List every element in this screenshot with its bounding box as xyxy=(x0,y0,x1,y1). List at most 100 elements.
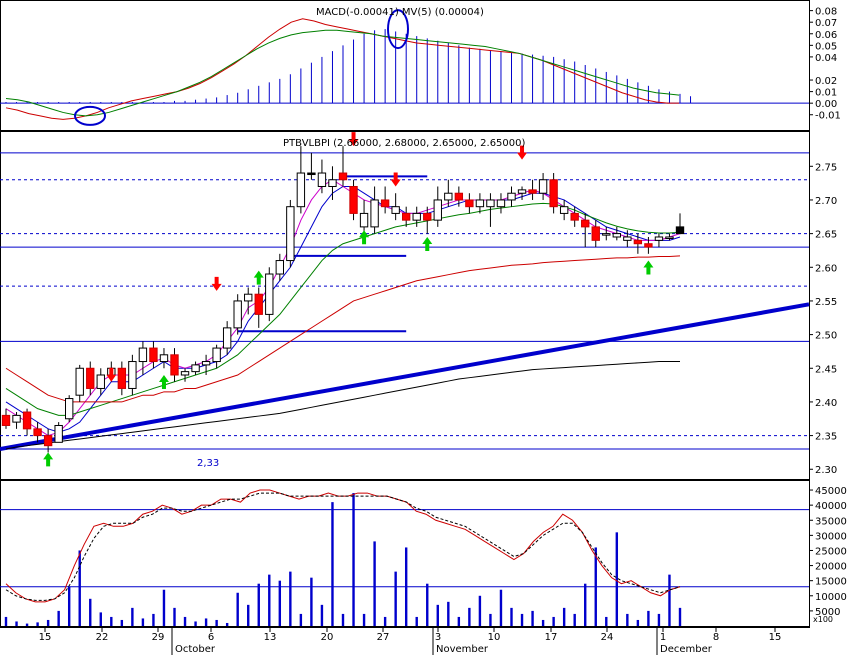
volume-unit-label: x100 xyxy=(813,615,833,624)
x-tick-label: 3 xyxy=(435,632,441,643)
price-y-tick-label: 2.75 xyxy=(815,162,837,173)
price-y-tick-label: 2.40 xyxy=(815,398,837,409)
volume-bar xyxy=(99,612,102,626)
x-tick-label: 1 xyxy=(660,632,666,643)
sell-arrow-icon xyxy=(390,172,401,187)
volume-y-tick-label: 35000 xyxy=(815,516,847,527)
volume-bar xyxy=(657,613,661,626)
macd-y-tick-label: 0.02 xyxy=(815,76,837,87)
price-y-tick-label: 2.65 xyxy=(815,230,837,241)
volume-bar xyxy=(183,616,187,626)
sell-arrow-icon xyxy=(517,145,528,160)
macd-layer: 0.080.070.060.050.04 0.020.010.00-0.01 xyxy=(0,7,841,126)
volume-y-tick-label: 25000 xyxy=(815,546,847,557)
candle-body xyxy=(623,236,632,241)
x-tick-label: 6 xyxy=(208,632,214,643)
volume-bar xyxy=(236,592,239,626)
candle-body xyxy=(244,293,253,302)
candle-body xyxy=(317,172,327,187)
volume-bar xyxy=(510,607,513,626)
volume-bar xyxy=(268,574,271,626)
candle-body xyxy=(423,212,432,221)
volume-bar xyxy=(447,601,450,626)
candle-body xyxy=(180,371,190,376)
x-tick-label: 29 xyxy=(152,632,165,643)
volume-bar xyxy=(478,595,482,626)
candle-body xyxy=(201,361,211,366)
candle-body xyxy=(612,233,621,238)
macd-y-tick-label: 0.08 xyxy=(815,7,837,18)
volume-bar xyxy=(194,621,197,626)
volume-bar xyxy=(257,583,260,626)
volume-bar xyxy=(394,571,397,626)
volume-y-tick-label: 15000 xyxy=(815,577,847,588)
volume-bar xyxy=(173,607,176,626)
price-trend-line xyxy=(0,302,810,452)
x-tick-label: 15 xyxy=(39,632,52,643)
candle-body xyxy=(54,424,63,443)
price-y-tick-label: 2.45 xyxy=(815,364,837,375)
volume-bar xyxy=(383,616,387,626)
volume-bar xyxy=(499,589,503,626)
price-y-tick-label: 2.30 xyxy=(815,465,837,476)
price-layer: 2.75 2.70 2.65 2.60 2.55 2.50 2.45 2.40 2.35 2.30 xyxy=(0,132,837,476)
volume-bar xyxy=(289,571,292,626)
volume-bar xyxy=(152,613,155,626)
volume-bar xyxy=(531,610,534,626)
buy-arrow-icon xyxy=(253,270,264,285)
volume-bar xyxy=(541,619,545,626)
candle-body xyxy=(86,367,95,389)
volume-bar xyxy=(131,607,134,626)
volume-y-tick-label: 10000 xyxy=(815,592,847,603)
macd-y-tick-label: 0.01 xyxy=(815,88,837,99)
candle-body xyxy=(559,206,569,214)
volume-bar xyxy=(489,613,492,626)
volume-bar xyxy=(436,604,439,626)
volume-bar xyxy=(552,616,555,626)
price-title: PTBVLBPI (2.66000, 2.68000, 2.65000, 2.6… xyxy=(283,138,526,149)
candle-body xyxy=(549,179,558,208)
month-label: December xyxy=(660,644,713,655)
sell-arrow-icon xyxy=(106,367,117,382)
candle-body xyxy=(170,354,179,376)
x-tick-label: 20 xyxy=(321,632,334,643)
volume-bar xyxy=(320,604,324,626)
volume-bar xyxy=(78,550,81,626)
volume-bar xyxy=(162,589,166,626)
candle-body xyxy=(349,185,358,214)
candle-body xyxy=(538,179,548,194)
macd-y-tick-label: 0.05 xyxy=(815,41,837,52)
candle-body xyxy=(149,347,158,363)
price-moving-average xyxy=(5,361,680,450)
x-tick-label: 13 xyxy=(264,632,277,643)
axis-layer: 15 22 29 6 13 20 27 3 10 17 24 1 8 15 October November D… xyxy=(39,627,782,655)
candle-body xyxy=(128,361,137,389)
candle-body xyxy=(517,189,527,194)
candle-body xyxy=(12,414,21,423)
candle-body xyxy=(307,172,316,176)
volume-oscillator-line xyxy=(5,489,681,603)
price-y-tick-label: 2.60 xyxy=(815,263,837,274)
volume-bar xyxy=(57,610,60,626)
candle-body xyxy=(486,199,495,208)
volume-bar xyxy=(668,574,671,626)
volume-bar xyxy=(278,580,282,626)
volume-bar xyxy=(615,532,619,626)
candle-body xyxy=(654,236,664,241)
candle-body xyxy=(65,398,74,420)
macd-y-tick-label: 0.06 xyxy=(815,30,837,41)
candle-body xyxy=(275,260,284,275)
x-tick-label: 15 xyxy=(769,632,782,643)
candle-body xyxy=(33,428,42,437)
volume-bar xyxy=(331,502,334,626)
volume-oscillator-line xyxy=(5,492,681,601)
volume-bar xyxy=(404,547,408,626)
macd-series-line xyxy=(5,18,680,120)
volume-bar xyxy=(415,616,418,626)
candle-body xyxy=(644,243,653,248)
volume-bar xyxy=(310,577,313,626)
volume-bar xyxy=(110,616,113,626)
x-tick-label: 22 xyxy=(96,632,109,643)
volume-bar xyxy=(457,616,461,626)
